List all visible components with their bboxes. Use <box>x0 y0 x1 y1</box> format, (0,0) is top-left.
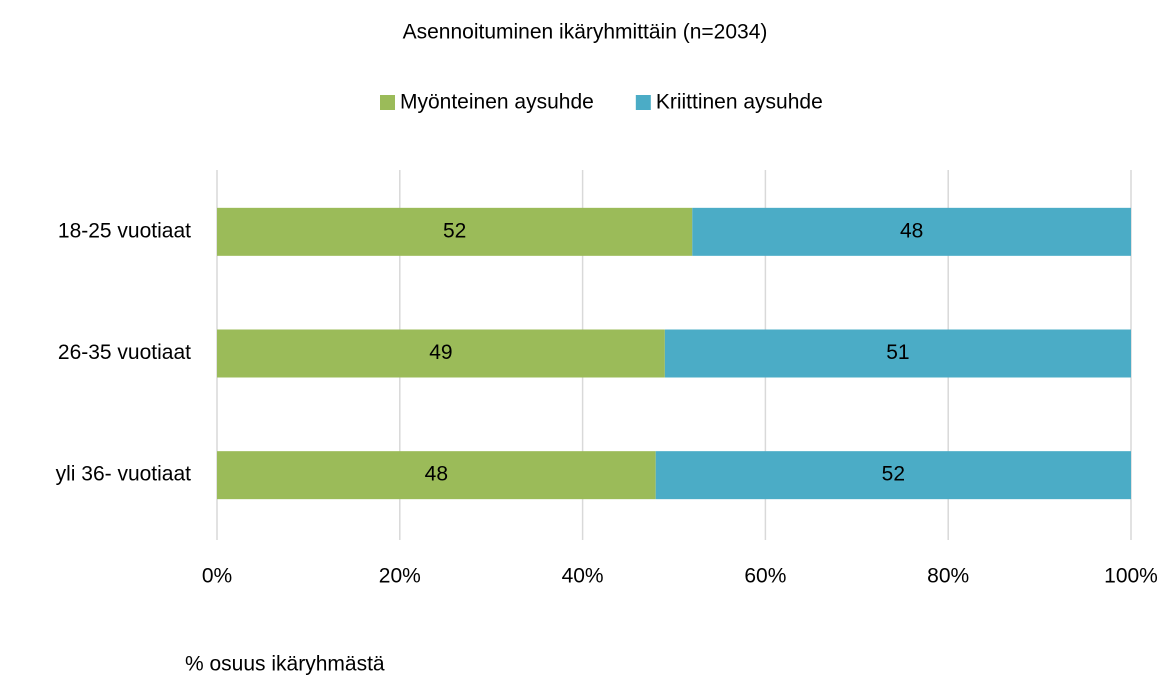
x-tick-label: 0% <box>202 565 232 588</box>
bar-segment <box>692 207 1131 256</box>
legend-swatch <box>635 95 651 110</box>
chart-title: Asennoituminen ikäryhmittäin (n=2034) <box>403 21 768 44</box>
data-label: 52 <box>882 463 905 486</box>
bar-segment <box>664 329 1131 378</box>
data-label: 48 <box>900 219 923 242</box>
data-label: 49 <box>429 341 452 364</box>
x-tick-label: 20% <box>379 565 421 588</box>
x-tick-label: 60% <box>744 565 786 588</box>
legend-label: Myönteinen aysuhde <box>400 91 594 114</box>
legend-swatch <box>380 95 395 110</box>
x-tick-label: 100% <box>1104 565 1158 588</box>
data-label: 48 <box>425 463 448 486</box>
y-tick-label: 26-35 vuotiaat <box>58 341 191 364</box>
y-tick-label: yli 36- vuotiaat <box>56 463 192 486</box>
bar-segment <box>217 329 665 378</box>
data-label: 52 <box>443 219 466 242</box>
x-tick-label: 80% <box>927 565 969 588</box>
bar-segment <box>217 451 656 500</box>
bar-segment <box>655 451 1131 500</box>
y-tick-label: 18-25 vuotiaat <box>58 219 191 242</box>
legend-label: Kriittinen aysuhde <box>656 91 823 114</box>
x-axis-label: % osuus ikäryhmästä <box>185 653 385 676</box>
x-tick-label: 40% <box>562 565 604 588</box>
bar-segment <box>217 207 693 256</box>
data-label: 51 <box>886 341 909 364</box>
